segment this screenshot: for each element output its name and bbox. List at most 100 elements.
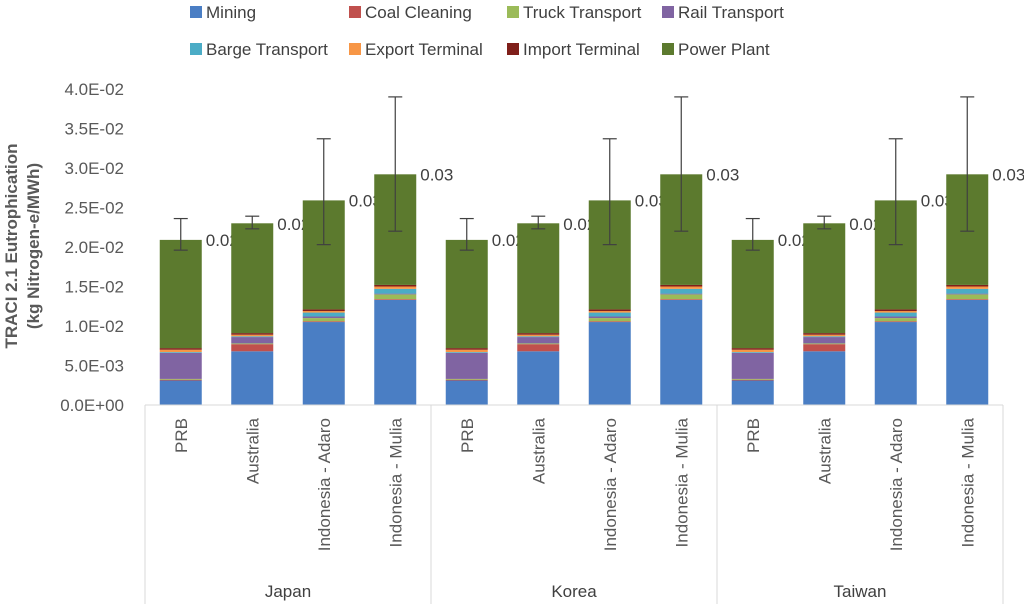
bar-segment-import-terminal	[445, 348, 488, 350]
bar-segment-export-terminal	[231, 334, 274, 337]
bar-segment-export-terminal	[445, 349, 488, 353]
bar-segment-mining	[445, 380, 488, 405]
bar-segment-coal-cleaning	[159, 379, 202, 381]
bar-segment-power-plant	[803, 223, 846, 334]
group-label: Japan	[265, 582, 311, 601]
legend-swatch-mining	[190, 6, 202, 18]
legend-label: Power Plant	[678, 40, 770, 59]
bar-segment-rail-transport	[731, 352, 774, 379]
bar-segment-export-terminal	[159, 349, 202, 353]
legend-label: Import Terminal	[523, 40, 640, 59]
legend-label: Mining	[206, 3, 256, 22]
group-label: Korea	[551, 582, 597, 601]
y-tick-label: 0.0E+00	[60, 396, 124, 415]
bar-segment-barge-transport	[445, 352, 488, 353]
bar-segment-truck-transport	[660, 294, 703, 300]
legend: Mining Coal Cleaning Truck Transport Rail T…	[190, 3, 784, 59]
category-label: Australia	[529, 417, 548, 484]
group-label: Taiwan	[834, 582, 887, 601]
bar-segment-barge-transport	[374, 288, 417, 294]
bar-segment-export-terminal	[803, 334, 846, 337]
legend-swatch-import-terminal	[507, 43, 519, 55]
bar-segment-truck-transport	[374, 294, 417, 300]
y-axis-title-line2: (kg Nitrogen-e/MWh)	[24, 163, 43, 329]
bar-segment-rail-transport	[874, 316, 917, 319]
bar-segment-truck-transport	[731, 378, 774, 380]
bar-segment-rail-transport	[445, 352, 488, 379]
y-tick-label: 3.5E-02	[64, 120, 124, 139]
bar-segment-import-terminal	[660, 284, 703, 287]
data-label: 0.02	[492, 231, 525, 250]
category-label: Indonesia - Adaro	[315, 418, 334, 551]
bar-segment-barge-transport	[731, 352, 774, 353]
y-tick-label: 4.0E-02	[64, 80, 124, 99]
x-axis: PRB Australia Indonesia - Adaro Indonesia -…	[144, 404, 1004, 604]
bar-segment-import-terminal	[302, 309, 345, 311]
bar-segment-rail-transport	[660, 293, 703, 295]
data-label: 0.03	[921, 191, 954, 210]
bar-segment-mining	[159, 380, 202, 405]
legend-label: Coal Cleaning	[365, 3, 472, 22]
data-label: 0.03	[706, 165, 739, 184]
bar-segment-barge-transport	[159, 352, 202, 353]
bar-segment-barge-transport	[588, 312, 631, 317]
bar-segment-barge-transport	[231, 336, 274, 338]
bar-segment-coal-cleaning	[731, 379, 774, 381]
bar-segment-export-terminal	[302, 310, 345, 313]
bar-segment-power-plant	[231, 223, 274, 334]
data-label: 0.03	[635, 191, 668, 210]
data-label: 0.02	[563, 215, 596, 234]
data-label: 0.03	[420, 165, 453, 184]
category-label: Indonesia - Adaro	[601, 418, 620, 551]
bar-segment-coal-cleaning	[231, 344, 274, 352]
bar-segment-power-plant	[159, 239, 202, 349]
bar-segment-import-terminal	[588, 309, 631, 311]
bar-segment-import-terminal	[946, 284, 989, 287]
bar-segment-barge-transport	[517, 336, 560, 338]
legend-label: Rail Transport	[678, 3, 784, 22]
legend-swatch-export-terminal	[349, 43, 361, 55]
y-tick-label: 3.0E-02	[64, 159, 124, 178]
bar-segment-import-terminal	[803, 333, 846, 335]
bar-segment-export-terminal	[517, 334, 560, 337]
bar-segment-mining	[374, 299, 417, 405]
bar-segment-rail-transport	[588, 316, 631, 319]
bar-segment-coal-cleaning	[588, 321, 631, 323]
y-tick-label: 2.5E-02	[64, 199, 124, 218]
bar-segment-barge-transport	[302, 312, 345, 317]
bar-segment-import-terminal	[374, 284, 417, 287]
bar-segment-export-terminal	[946, 286, 989, 289]
bar-segment-barge-transport	[946, 288, 989, 294]
bar-segment-coal-cleaning	[374, 299, 417, 300]
bar-segment-import-terminal	[517, 333, 560, 335]
bar-segment-coal-cleaning	[517, 344, 560, 352]
data-label: 0.03	[349, 191, 382, 210]
legend-swatch-power-plant	[662, 43, 674, 55]
y-axis: 0.0E+00 5.0E-03 1.0E-02 1.5E-02 2.0E-02 2.5E-…	[60, 80, 124, 415]
bar-segment-power-plant	[731, 239, 774, 349]
bar-segment-mining	[302, 322, 345, 405]
category-label: Indonesia - Mulia	[672, 417, 691, 547]
bar-segment-export-terminal	[731, 349, 774, 353]
bar-segment-coal-cleaning	[803, 344, 846, 352]
bar-segment-power-plant	[445, 239, 488, 349]
bar-segment-mining	[588, 322, 631, 405]
bar-segment-coal-cleaning	[660, 299, 703, 300]
bar-segment-barge-transport	[874, 312, 917, 317]
category-label: Australia	[815, 417, 834, 484]
bar-segment-import-terminal	[731, 348, 774, 350]
category-label: Australia	[243, 417, 262, 484]
bar-segment-export-terminal	[660, 286, 703, 289]
legend-swatch-rail-transport	[662, 6, 674, 18]
category-label: Indonesia - Mulia	[958, 417, 977, 547]
bar-segment-rail-transport	[374, 293, 417, 295]
bar-segment-mining	[874, 322, 917, 405]
y-tick-label: 1.5E-02	[64, 278, 124, 297]
y-tick-label: 1.0E-02	[64, 317, 124, 336]
bar-segment-export-terminal	[374, 286, 417, 289]
category-label: PRB	[172, 418, 191, 453]
legend-label: Truck Transport	[523, 3, 642, 22]
y-tick-label: 2.0E-02	[64, 238, 124, 257]
y-axis-title-line1: TRACI 2.1 Eutrophication	[2, 144, 21, 349]
